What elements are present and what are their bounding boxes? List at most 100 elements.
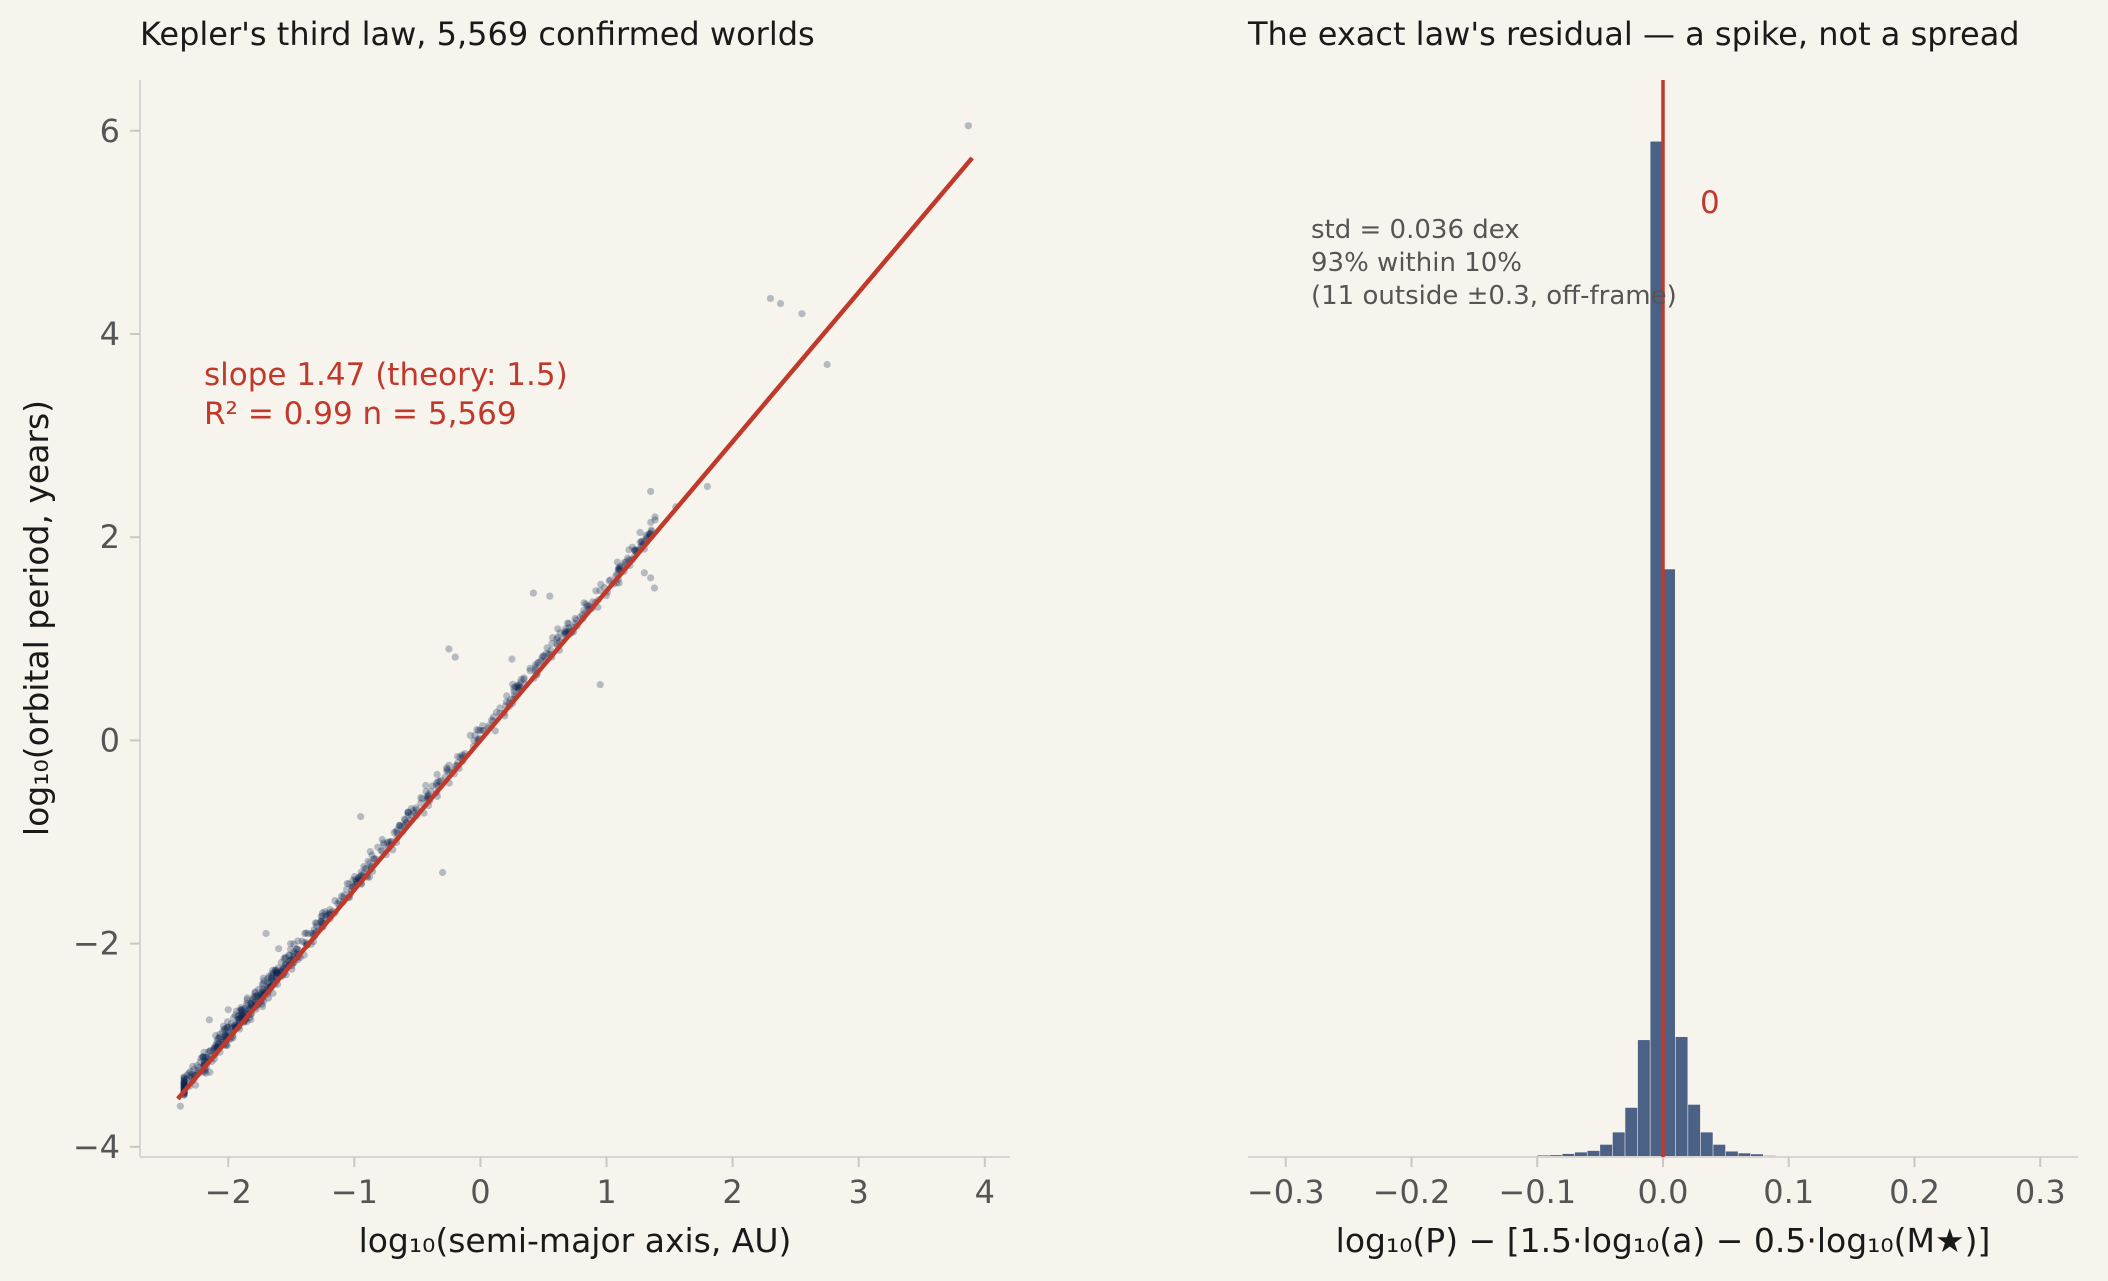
- data-point: [526, 667, 534, 675]
- data-point: [407, 804, 415, 813]
- data-point: [404, 808, 412, 816]
- scatter-y-tick-label: −4: [73, 1128, 120, 1166]
- data-point: [318, 909, 327, 917]
- data-point: [404, 811, 412, 820]
- data-point: [290, 940, 298, 948]
- data-point: [243, 994, 251, 1002]
- data-point: [617, 562, 625, 570]
- data-point: [220, 1025, 228, 1033]
- data-point: [200, 1048, 208, 1056]
- data-point: [428, 782, 437, 790]
- data-point: [422, 787, 430, 796]
- data-point: [183, 1071, 191, 1079]
- data-point: [199, 1053, 207, 1061]
- data-point: [798, 310, 806, 318]
- data-point: [253, 991, 261, 1000]
- data-point: [565, 619, 573, 628]
- data-point: [258, 1003, 267, 1011]
- data-point: [238, 1006, 246, 1014]
- data-point: [554, 625, 562, 633]
- data-point: [409, 806, 417, 815]
- data-point: [286, 945, 295, 954]
- data-point: [475, 726, 483, 734]
- data-point: [561, 628, 569, 636]
- scatter-x-tick-label: 1: [596, 1173, 616, 1211]
- data-point: [280, 955, 288, 963]
- data-point: [180, 1074, 188, 1082]
- data-point: [516, 679, 524, 687]
- histogram-bar: [1738, 1153, 1751, 1157]
- histogram-bar: [1713, 1144, 1726, 1157]
- data-point: [502, 698, 511, 706]
- data-point: [326, 906, 334, 914]
- data-point: [580, 599, 588, 607]
- data-point: [366, 859, 374, 867]
- data-point: [418, 794, 426, 803]
- data-point: [272, 967, 280, 975]
- data-point: [647, 487, 655, 496]
- data-point: [196, 1058, 204, 1066]
- data-point: [357, 868, 365, 876]
- data-point: [290, 948, 298, 956]
- scatter-x-tick-label: 0: [470, 1173, 490, 1211]
- data-point: [199, 1053, 207, 1061]
- data-point: [292, 945, 301, 953]
- data-point: [249, 995, 257, 1003]
- data-point: [253, 992, 261, 1000]
- data-point: [454, 752, 462, 761]
- histogram-bar: [1700, 1132, 1713, 1157]
- data-point: [374, 843, 382, 851]
- data-point: [445, 645, 453, 653]
- data-point: [313, 919, 321, 927]
- data-point: [221, 1031, 230, 1039]
- data-point: [364, 857, 372, 865]
- data-point: [238, 1011, 247, 1019]
- data-point: [293, 945, 301, 953]
- data-point: [238, 1005, 246, 1014]
- data-point: [471, 731, 479, 739]
- data-point: [539, 652, 547, 660]
- data-point: [235, 1015, 243, 1023]
- data-point: [286, 951, 294, 959]
- data-point: [776, 299, 785, 308]
- data-point: [628, 543, 637, 551]
- data-point: [434, 777, 442, 785]
- data-point: [443, 765, 452, 773]
- histogram-x-tick-label: −0.3: [1247, 1173, 1325, 1211]
- data-point: [531, 661, 539, 669]
- data-point: [540, 652, 548, 660]
- data-point: [247, 999, 255, 1007]
- data-point: [345, 880, 353, 888]
- data-point: [422, 781, 430, 790]
- data-point: [442, 764, 451, 772]
- histogram-bar: [1612, 1132, 1625, 1157]
- data-point: [281, 954, 289, 962]
- data-point: [526, 664, 534, 672]
- data-point: [210, 1044, 218, 1052]
- fit-annotation-r2: R² = 0.99 n = 5,569: [204, 396, 517, 432]
- data-point: [513, 683, 521, 691]
- data-point: [337, 892, 346, 900]
- data-point: [318, 912, 327, 920]
- data-point: [396, 822, 404, 830]
- data-point: [508, 655, 516, 663]
- data-point: [294, 937, 302, 945]
- data-point: [580, 606, 588, 614]
- histogram-bar: [1600, 1144, 1613, 1157]
- data-point: [322, 910, 330, 918]
- data-point: [597, 580, 605, 588]
- scatter-y-tick-label: 4: [100, 315, 120, 353]
- data-point: [370, 854, 378, 863]
- data-point: [366, 848, 374, 856]
- data-point: [251, 988, 260, 996]
- data-point: [180, 1079, 188, 1087]
- histogram-panel: The exact law's residual — a spike, not …: [1247, 15, 2078, 1260]
- histogram-title: The exact law's residual — a spike, not …: [1247, 15, 2020, 53]
- data-point: [451, 653, 459, 661]
- data-point: [509, 680, 517, 688]
- data-point: [317, 917, 325, 926]
- data-point: [265, 979, 274, 987]
- data-point: [703, 482, 711, 491]
- data-point: [476, 727, 484, 735]
- data-point: [361, 864, 369, 872]
